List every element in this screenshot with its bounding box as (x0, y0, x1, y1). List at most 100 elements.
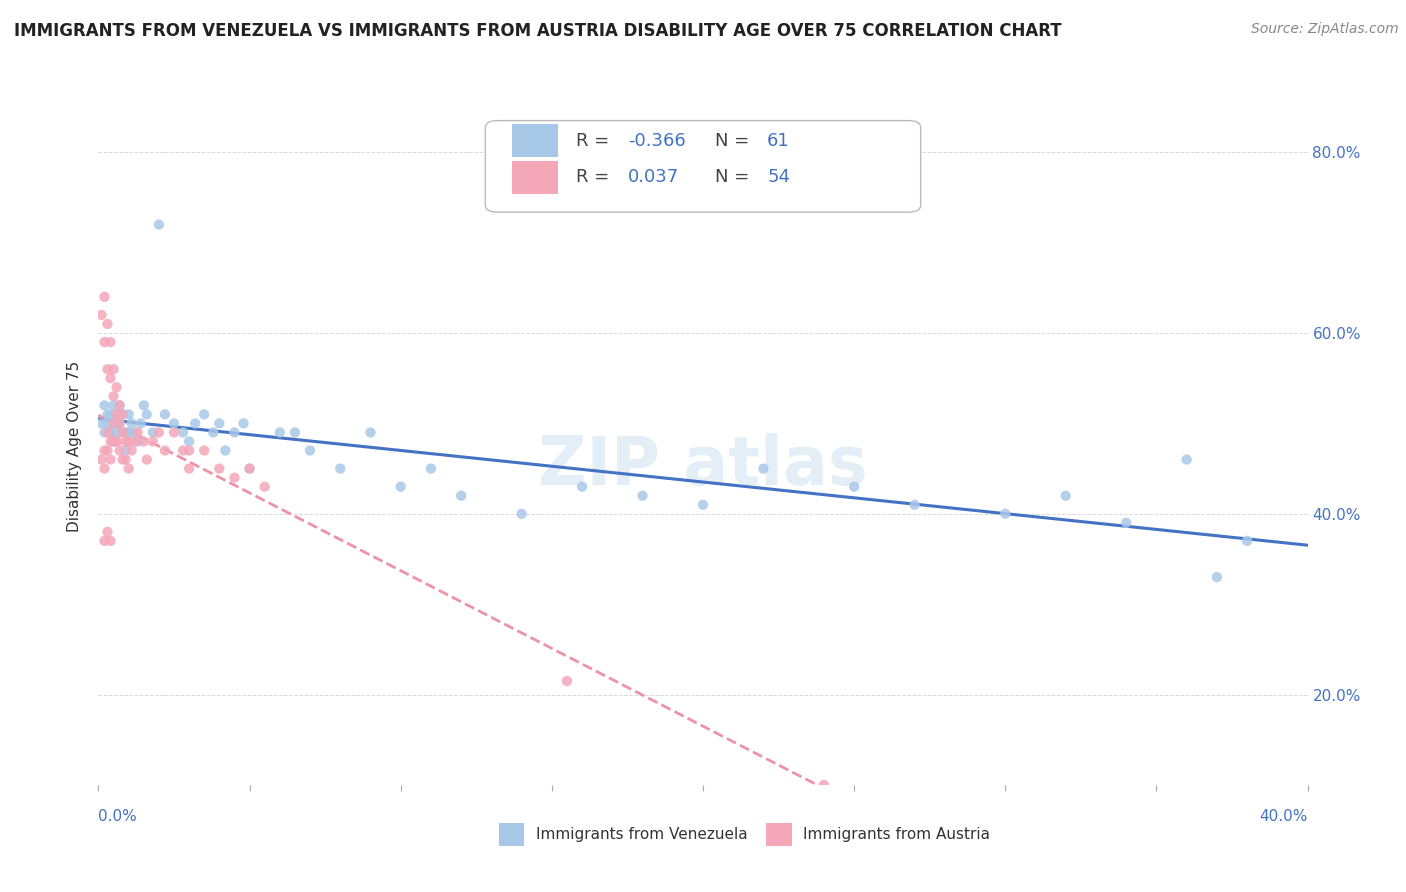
Text: N =: N = (716, 169, 755, 186)
Text: N =: N = (716, 132, 755, 150)
Point (100, 425, 122, 440)
Point (239, 461, 262, 475)
Point (96, 408, 118, 422)
Point (153, 443, 176, 458)
Point (114, 452, 136, 467)
Point (124, 425, 146, 440)
Bar (512, 125, 558, 157)
Point (329, 461, 352, 475)
Text: 0.0%: 0.0% (98, 809, 138, 823)
Point (105, 434, 128, 449)
Point (844, 480, 866, 494)
Point (232, 417, 254, 431)
Point (93, 461, 115, 475)
Point (111, 452, 134, 467)
Point (142, 425, 165, 440)
Point (90, 308, 112, 322)
Text: 40.0%: 40.0% (1260, 809, 1308, 823)
Point (111, 425, 134, 440)
Point (105, 408, 128, 422)
Text: 54: 54 (768, 169, 790, 186)
Point (202, 425, 225, 440)
Point (118, 408, 141, 422)
Point (184, 417, 207, 431)
Point (555, 673, 578, 688)
Point (127, 425, 149, 440)
Point (1175, 452, 1198, 467)
Point (179, 461, 201, 475)
Point (93, 425, 115, 440)
Point (100, 533, 122, 548)
Point (103, 362, 125, 376)
Point (103, 389, 125, 403)
Text: -0.366: -0.366 (628, 132, 686, 150)
Point (108, 417, 131, 431)
Point (100, 371, 122, 385)
Text: Immigrants from Venezuela: Immigrants from Venezuela (536, 827, 748, 842)
Point (108, 417, 131, 431)
Point (179, 443, 201, 458)
Point (135, 452, 157, 467)
Point (121, 443, 143, 458)
Point (1054, 489, 1077, 503)
Point (111, 408, 134, 422)
Point (111, 425, 134, 440)
Point (163, 425, 186, 440)
Point (100, 408, 122, 422)
Point (100, 434, 122, 449)
Point (93, 398, 115, 412)
Point (90, 417, 112, 431)
Point (105, 425, 128, 440)
Point (239, 461, 262, 475)
Point (93, 443, 115, 458)
Point (111, 408, 134, 422)
Text: Immigrants from Austria: Immigrants from Austria (803, 827, 990, 842)
Point (108, 443, 131, 458)
Point (224, 425, 246, 440)
Text: ZIP atlas: ZIP atlas (538, 434, 868, 500)
Point (127, 434, 149, 449)
Point (96, 443, 118, 458)
Point (163, 417, 186, 431)
Text: 61: 61 (768, 132, 790, 150)
Point (208, 461, 231, 475)
Point (813, 778, 835, 792)
Point (132, 398, 155, 412)
Point (752, 461, 775, 475)
Point (299, 443, 322, 458)
Point (93, 533, 115, 548)
Point (994, 507, 1017, 521)
Point (96, 362, 118, 376)
Point (105, 380, 128, 394)
Point (96, 417, 118, 431)
Point (105, 434, 128, 449)
Point (103, 434, 125, 449)
Point (284, 425, 307, 440)
Point (105, 408, 128, 422)
Point (90, 452, 112, 467)
Point (103, 398, 125, 412)
Point (108, 398, 131, 412)
Point (96, 524, 118, 539)
Point (114, 425, 136, 440)
Point (135, 408, 157, 422)
Point (253, 480, 276, 494)
Point (96, 317, 118, 331)
Point (100, 452, 122, 467)
Point (153, 408, 176, 422)
Text: 0.037: 0.037 (628, 169, 679, 186)
Point (510, 507, 533, 521)
Point (269, 425, 291, 440)
Point (631, 489, 654, 503)
Point (142, 434, 165, 449)
Point (692, 498, 714, 512)
Point (114, 434, 136, 449)
Point (103, 417, 125, 431)
Point (93, 290, 115, 304)
Point (108, 398, 131, 412)
Point (360, 425, 382, 440)
Point (103, 417, 125, 431)
Point (103, 434, 125, 449)
Point (124, 434, 146, 449)
Point (179, 434, 201, 449)
